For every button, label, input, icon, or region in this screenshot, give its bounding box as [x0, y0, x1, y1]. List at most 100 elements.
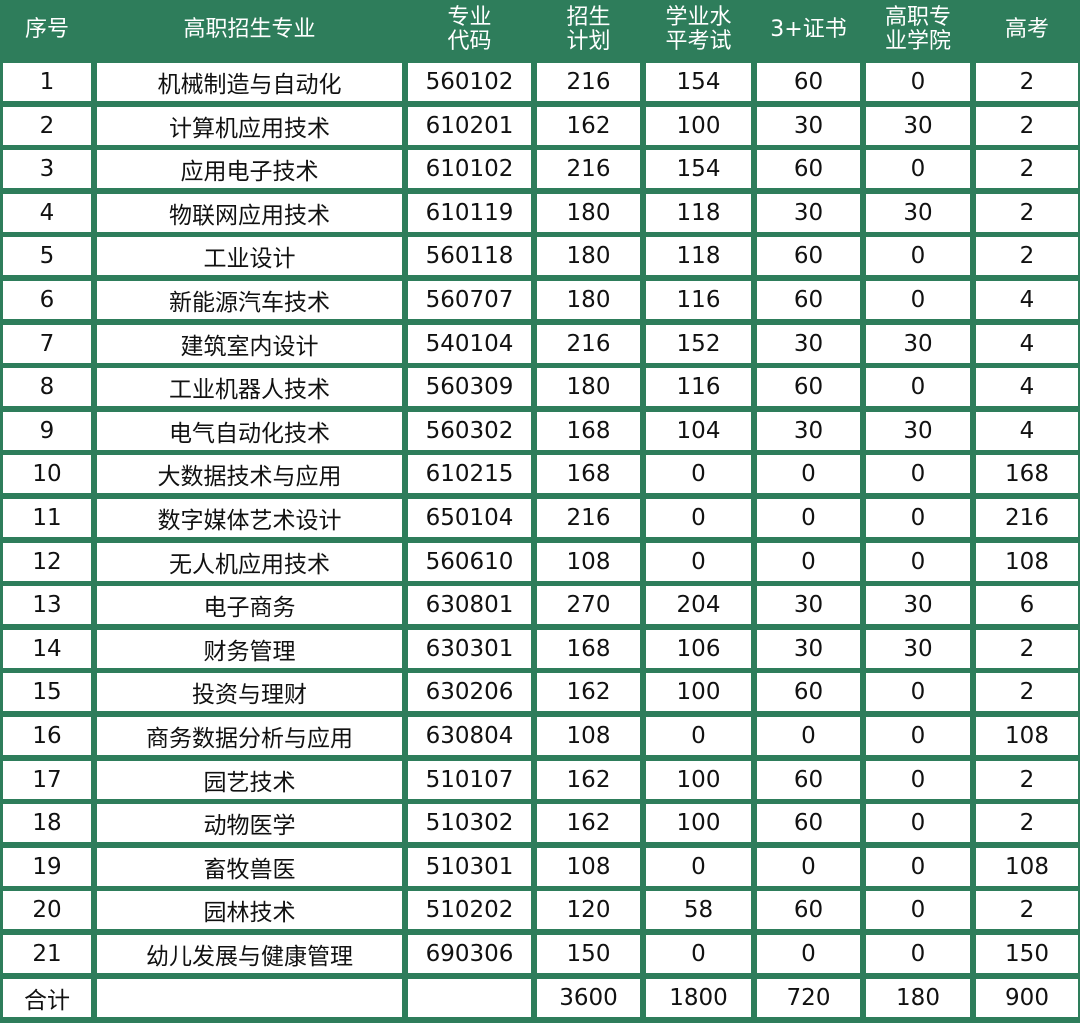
cell-col-academic-test: 154 — [646, 63, 751, 101]
cell-col-index: 16 — [3, 717, 91, 755]
cell-col-vocational-college: 0 — [866, 368, 970, 407]
cell-col-3plus-cert: 60 — [757, 150, 860, 189]
cell-col-3plus-cert: 60 — [757, 237, 860, 276]
cell-col-plan: 162 — [537, 106, 640, 145]
cell-col-3plus-cert: 60 — [757, 804, 860, 843]
cell-col-academic-test: 0 — [646, 542, 751, 581]
cell-col-gaokao: 108 — [976, 847, 1078, 886]
cell-col-index: 17 — [3, 760, 91, 799]
cell-col-vocational-college: 0 — [866, 63, 970, 101]
cell-col-gaokao: 108 — [976, 717, 1078, 755]
header-col-gaokao: 高考 — [1004, 17, 1049, 42]
cell-col-major: 工业机器人技术 — [97, 368, 402, 407]
cell-col-code: 540104 — [408, 324, 531, 363]
cell-col-index: 20 — [3, 891, 91, 930]
cell-col-academic-test: 0 — [646, 717, 751, 755]
cell-col-major: 新能源汽车技术 — [97, 281, 402, 319]
cell-col-3plus-cert: 60 — [757, 368, 860, 407]
cell-col-code: 560707 — [408, 281, 531, 319]
cell-col-plan: 180 — [537, 368, 640, 407]
cell-col-plan: 3600 — [537, 978, 640, 1017]
cell-col-major: 园艺技术 — [97, 760, 402, 799]
header-col-3plus-cert: 3+证书 — [770, 17, 847, 42]
cell-col-academic-test: 1800 — [646, 978, 751, 1017]
cell-col-index: 合计 — [3, 978, 91, 1017]
cell-col-major: 工业设计 — [97, 237, 402, 276]
cell-col-vocational-college: 0 — [866, 804, 970, 843]
table-row: 14 财务管理 630301 168 106 30 30 2 — [0, 627, 1080, 671]
total-row: 合计 3600 1800 720 180 900 — [0, 976, 1080, 1020]
cell-col-major: 动物医学 — [97, 804, 402, 843]
cell-col-code — [408, 978, 531, 1017]
cell-col-academic-test: 118 — [646, 193, 751, 232]
cell-col-index: 3 — [3, 150, 91, 189]
cell-col-gaokao: 4 — [976, 411, 1078, 450]
cell-col-code: 610201 — [408, 106, 531, 145]
cell-col-code: 630804 — [408, 717, 531, 755]
cell-col-academic-test: 0 — [646, 499, 751, 537]
cell-col-code: 630301 — [408, 629, 531, 668]
cell-col-index: 2 — [3, 106, 91, 145]
cell-col-index: 7 — [3, 324, 91, 363]
cell-col-vocational-college: 0 — [866, 717, 970, 755]
cell-col-gaokao: 4 — [976, 324, 1078, 363]
cell-col-major: 应用电子技术 — [97, 150, 402, 189]
cell-col-gaokao: 2 — [976, 193, 1078, 232]
table-row: 6 新能源汽车技术 560707 180 116 60 0 4 — [0, 278, 1080, 322]
header-col-code: 专业 代码 — [447, 5, 492, 54]
cell-col-code: 560309 — [408, 368, 531, 407]
table-row: 11 数字媒体艺术设计 650104 216 0 0 0 216 — [0, 496, 1080, 540]
cell-col-plan: 216 — [537, 499, 640, 537]
cell-col-index: 12 — [3, 542, 91, 581]
cell-col-code: 510202 — [408, 891, 531, 930]
cell-col-gaokao: 2 — [976, 106, 1078, 145]
cell-col-major: 畜牧兽医 — [97, 847, 402, 886]
cell-col-vocational-college: 0 — [866, 760, 970, 799]
cell-col-vocational-college: 0 — [866, 935, 970, 973]
table-row: 15 投资与理财 630206 162 100 60 0 2 — [0, 670, 1080, 714]
cell-col-major: 投资与理财 — [97, 673, 402, 712]
cell-col-academic-test: 100 — [646, 760, 751, 799]
table-row: 8 工业机器人技术 560309 180 116 60 0 4 — [0, 365, 1080, 409]
cell-col-index: 11 — [3, 499, 91, 537]
table-row: 20 园林技术 510202 120 58 60 0 2 — [0, 888, 1080, 932]
cell-col-academic-test: 104 — [646, 411, 751, 450]
cell-col-3plus-cert: 60 — [757, 673, 860, 712]
table-header: 序号 高职招生专业 专业 代码 招生 计划 学业水 平考试 3+证书 高职专 业学院 高考 — [0, 0, 1080, 60]
cell-col-academic-test: 100 — [646, 804, 751, 843]
cell-col-code: 610119 — [408, 193, 531, 232]
cell-col-vocational-college: 0 — [866, 542, 970, 581]
cell-col-major — [97, 978, 402, 1017]
cell-col-academic-test: 106 — [646, 629, 751, 668]
table-row: 5 工业设计 560118 180 118 60 0 2 — [0, 234, 1080, 278]
header-col-major: 高职招生专业 — [183, 17, 316, 42]
cell-col-gaokao: 216 — [976, 499, 1078, 537]
cell-col-major: 机械制造与自动化 — [97, 63, 402, 101]
cell-col-index: 9 — [3, 411, 91, 450]
cell-col-academic-test: 116 — [646, 281, 751, 319]
cell-col-plan: 180 — [537, 237, 640, 276]
cell-col-vocational-college: 0 — [866, 455, 970, 494]
cell-col-3plus-cert: 0 — [757, 847, 860, 886]
cell-col-vocational-college: 0 — [866, 150, 970, 189]
cell-col-plan: 168 — [537, 629, 640, 668]
table-row: 12 无人机应用技术 560610 108 0 0 0 108 — [0, 540, 1080, 584]
cell-col-vocational-college: 0 — [866, 847, 970, 886]
cell-col-3plus-cert: 30 — [757, 629, 860, 668]
cell-col-3plus-cert: 30 — [757, 586, 860, 625]
cell-col-3plus-cert: 60 — [757, 281, 860, 319]
cell-col-code: 610102 — [408, 150, 531, 189]
cell-col-index: 19 — [3, 847, 91, 886]
cell-col-code: 510107 — [408, 760, 531, 799]
cell-col-vocational-college: 0 — [866, 281, 970, 319]
cell-col-code: 610215 — [408, 455, 531, 494]
cell-col-3plus-cert: 0 — [757, 717, 860, 755]
cell-col-gaokao: 6 — [976, 586, 1078, 625]
cell-col-index: 5 — [3, 237, 91, 276]
cell-col-plan: 168 — [537, 411, 640, 450]
cell-col-vocational-college: 0 — [866, 237, 970, 276]
cell-col-academic-test: 118 — [646, 237, 751, 276]
cell-col-plan: 216 — [537, 63, 640, 101]
table-row: 16 商务数据分析与应用 630804 108 0 0 0 108 — [0, 714, 1080, 758]
